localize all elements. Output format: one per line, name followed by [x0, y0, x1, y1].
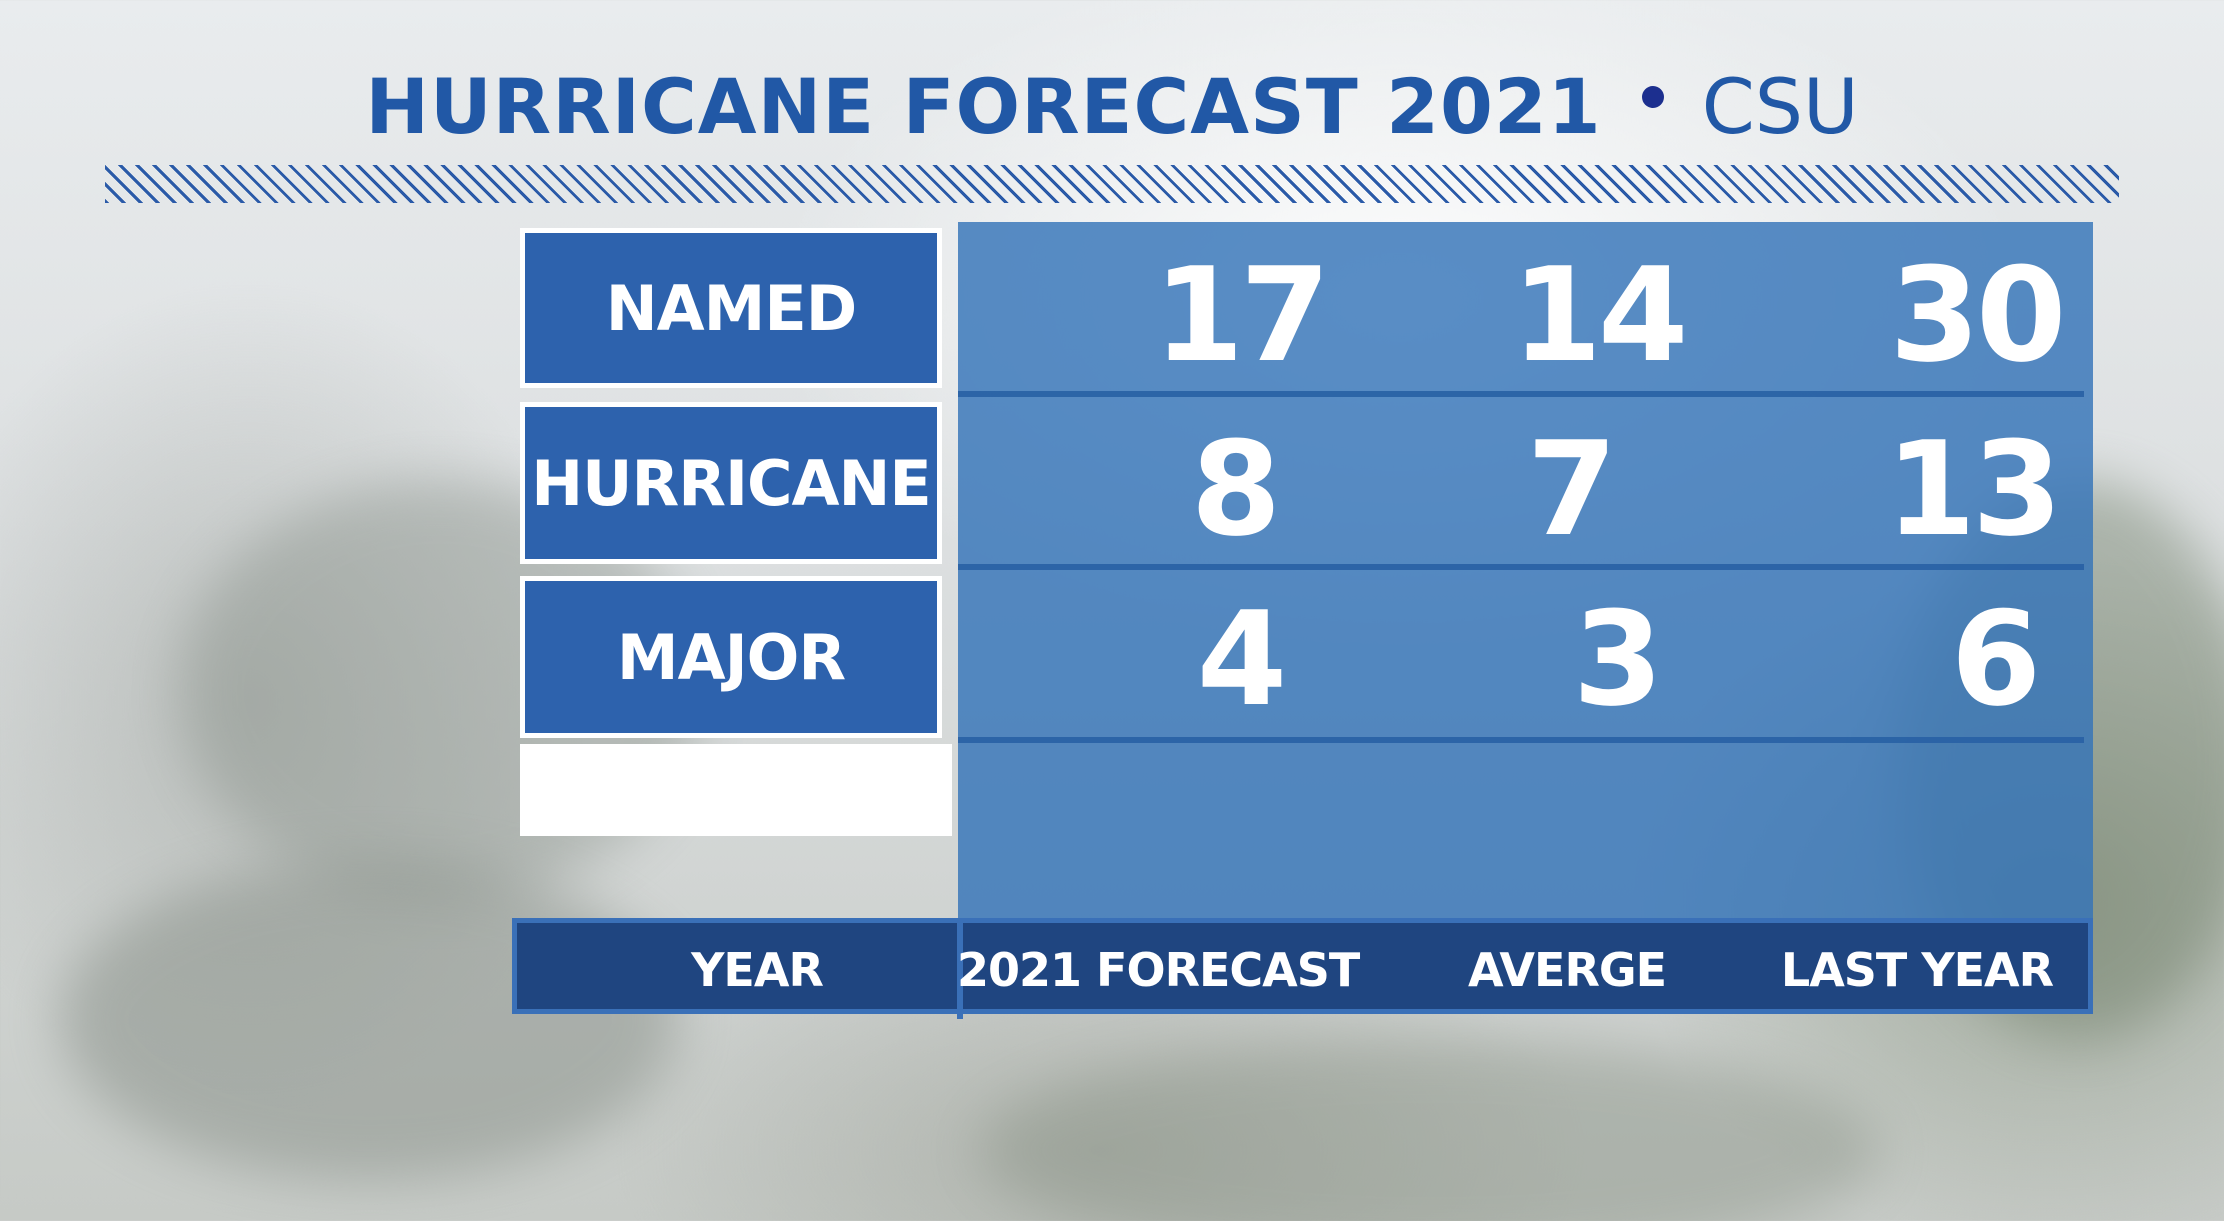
row-label-hurricane: HURRICANE — [520, 402, 942, 564]
page-title: HURRICANE FORECAST 2021 — [365, 62, 1602, 151]
row-divider — [958, 564, 2084, 570]
footer-forecast-label: 2021 FORECAST — [957, 943, 1360, 997]
named-forecast-value: 17 — [1153, 239, 1331, 391]
data-panel — [958, 222, 2093, 1014]
hurricane-last-year-value: 13 — [1885, 413, 2063, 565]
title-bar: HURRICANE FORECAST 2021 CSU — [0, 62, 2224, 151]
footer-divider — [957, 923, 963, 1019]
footer-bar: YEAR 2021 FORECAST AVERGE LAST YEAR — [512, 918, 2093, 1019]
row-label-major: MAJOR — [520, 576, 942, 738]
hatched-divider — [105, 165, 2119, 203]
named-last-year-value: 30 — [1889, 239, 2067, 391]
hurricane-forecast-value: 8 — [1190, 413, 1281, 565]
row-label-named: NAMED — [520, 228, 942, 388]
footer-year-label: YEAR — [691, 943, 824, 997]
bullet-separator — [1641, 85, 1664, 108]
blank-label-cell — [520, 744, 952, 836]
hurricane-average-value: 7 — [1526, 413, 1617, 565]
row-divider — [958, 391, 2084, 397]
source-label: CSU — [1701, 62, 1859, 151]
major-average-value: 3 — [1572, 583, 1663, 735]
footer-average-label: AVERGE — [1467, 943, 1667, 997]
row-divider — [958, 737, 2084, 743]
footer-last-year-label: LAST YEAR — [1780, 943, 2054, 997]
bush-bottom — [980, 1040, 1880, 1221]
forecast-table: NAMED HURRICANE MAJOR 17 14 30 8 7 13 4 … — [512, 222, 2093, 1019]
major-last-year-value: 6 — [1950, 583, 2041, 735]
major-forecast-value: 4 — [1196, 583, 1287, 735]
named-average-value: 14 — [1511, 239, 1689, 391]
